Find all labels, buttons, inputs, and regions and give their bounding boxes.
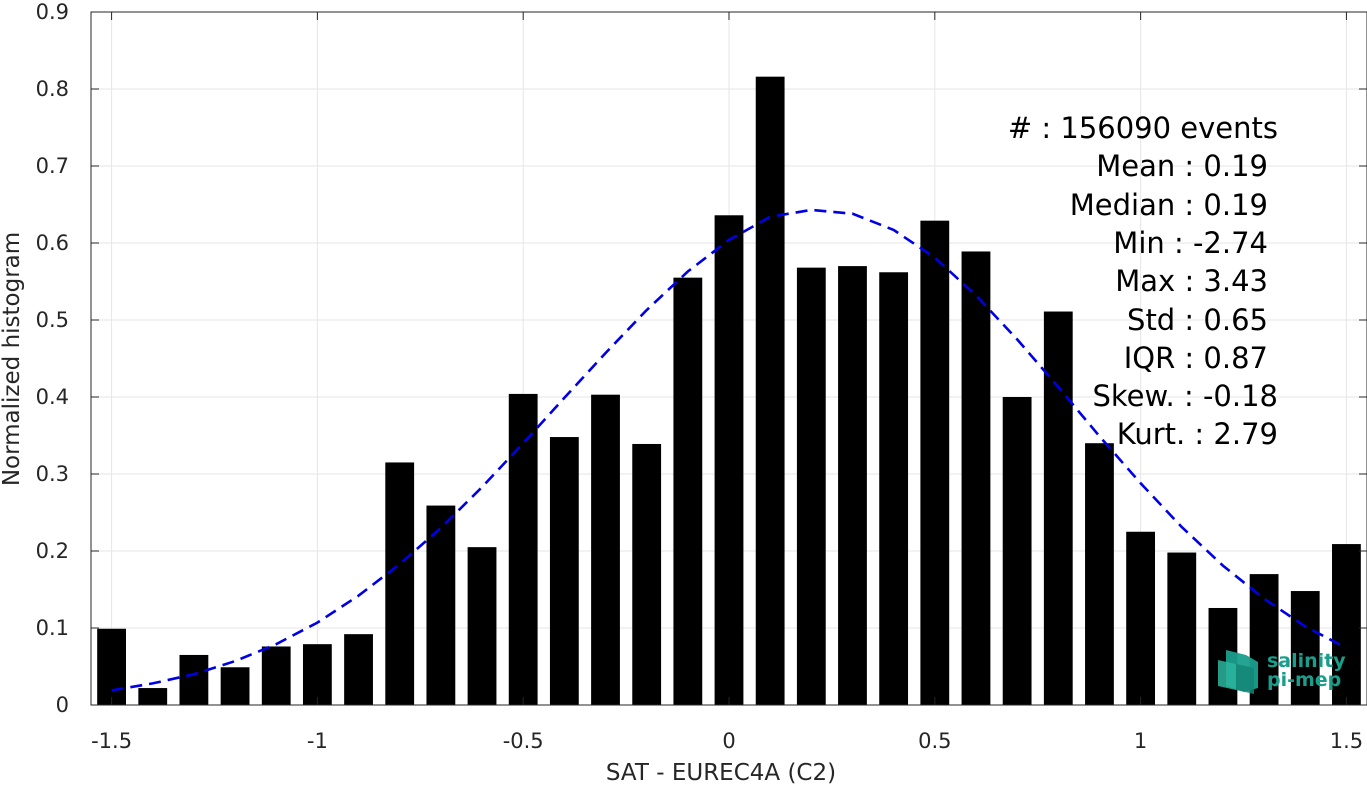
x-tick-label: 0.5 <box>918 729 951 753</box>
normal-fit-curve <box>111 208 1348 692</box>
histogram-bar <box>467 547 497 705</box>
y-tick-label: 0.5 <box>36 308 69 332</box>
histogram-bar <box>1085 443 1114 705</box>
x-tick-label: 1 <box>1134 729 1147 753</box>
x-tick-label: -1 <box>307 729 328 753</box>
y-tick-label: 0.1 <box>36 616 69 640</box>
y-tick-label: 0.2 <box>36 539 69 563</box>
histogram-bar <box>1167 552 1197 705</box>
histogram-bar <box>1126 531 1156 705</box>
x-tick-label: -0.5 <box>503 729 544 753</box>
histogram-bar <box>1002 397 1032 705</box>
histogram-bar <box>591 394 620 705</box>
stats-iqr: IQR : 0.87 <box>1124 341 1268 375</box>
y-tick-label: 0.7 <box>36 154 69 178</box>
histogram-bar <box>961 251 991 705</box>
histogram-bar <box>426 505 456 705</box>
histogram-bar <box>179 654 209 705</box>
histogram-bar <box>220 667 250 705</box>
histogram-bar <box>97 628 126 705</box>
histogram-bar <box>138 688 168 705</box>
stats-max: Max : 3.43 <box>1115 264 1268 298</box>
stats-box: # : 156090 events Mean : 0.19 Median : 0… <box>1008 111 1278 451</box>
histogram-bar <box>632 443 662 705</box>
logo-line-1: salinity <box>1267 650 1346 672</box>
histogram-bars <box>97 76 1361 706</box>
y-tick-label: 0.4 <box>36 385 69 409</box>
histogram-bar <box>838 266 867 705</box>
x-tick-label: 1.5 <box>1330 729 1363 753</box>
stats-count: # : 156090 events <box>1008 111 1278 145</box>
x-tick-label: -1.5 <box>91 729 132 753</box>
stats-mean: Mean : 0.19 <box>1096 149 1268 183</box>
y-tick-label: 0 <box>56 693 69 717</box>
y-tick-label: 0.3 <box>36 462 69 486</box>
histogram-bar <box>879 272 909 705</box>
salinity-pi-mep-logo: salinity pi-mep <box>1218 650 1346 694</box>
y-tick-label: 0.9 <box>36 0 69 24</box>
histogram-bar <box>302 644 332 705</box>
logo-cube-icon <box>1218 650 1258 694</box>
histogram-bar <box>796 267 826 705</box>
histogram-bar <box>344 634 373 705</box>
x-axis-label: SAT - EUREC4A (C2) <box>606 760 836 785</box>
tick-marks: -1.5 -1 -0.5 0 0.5 1 1.5 0 0.1 0.2 0.3 0.4 0.5 0.6 0.7… <box>36 0 1367 753</box>
logo-line-2: pi-mep <box>1267 669 1341 691</box>
histogram-bar <box>1043 311 1073 705</box>
histogram-bar <box>1332 544 1361 705</box>
stats-kurt: Kurt. : 2.79 <box>1117 417 1278 451</box>
y-tick-label: 0.6 <box>36 231 69 255</box>
histogram-bar <box>920 220 950 706</box>
histogram-bar <box>714 215 744 705</box>
y-axis-label: Normalized histogram <box>0 232 25 486</box>
stats-skew: Skew. : -0.18 <box>1092 379 1278 413</box>
histogram-bar <box>261 646 291 705</box>
histogram-bar <box>1290 591 1320 705</box>
stats-std: Std : 0.65 <box>1127 303 1268 337</box>
histogram-bar <box>755 76 785 706</box>
stats-min: Min : -2.74 <box>1113 226 1268 260</box>
stats-median: Median : 0.19 <box>1070 188 1268 222</box>
histogram-bar <box>508 393 538 705</box>
histogram-bar <box>549 437 579 705</box>
x-tick-label: 0 <box>722 729 735 753</box>
histogram-bar <box>673 277 703 705</box>
y-tick-label: 0.8 <box>36 77 69 101</box>
histogram-bar <box>385 462 415 705</box>
